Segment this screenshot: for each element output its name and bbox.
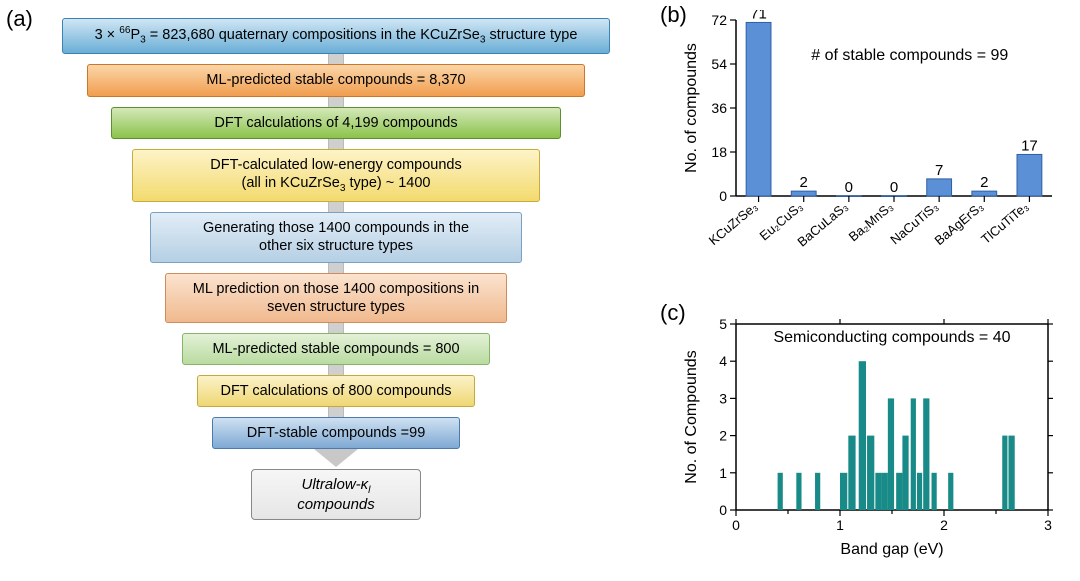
chart-c-bar: [896, 473, 902, 510]
funnel-step-2: ML-predicted stable compounds = 8,370: [87, 64, 585, 96]
funnel-connector: [328, 263, 344, 273]
funnel-connector: [328, 323, 344, 333]
svg-text:0: 0: [732, 517, 740, 533]
chart-c-bar: [882, 473, 888, 510]
funnel-final-box: Ultralow-κlcompounds: [251, 469, 421, 520]
svg-text:BaAgErS₃: BaAgErS₃: [932, 199, 987, 248]
svg-text:18: 18: [711, 144, 727, 160]
chart-c-bar: [796, 473, 801, 510]
svg-text:TlCuTiTe₃: TlCuTiTe₃: [978, 199, 1031, 247]
chart-c-bar: [902, 436, 908, 510]
chart-c-bar: [1002, 436, 1007, 510]
chart-b-bar: [746, 22, 771, 196]
svg-text:2: 2: [980, 174, 988, 191]
funnel-connector: [314, 449, 358, 467]
chart-c-bar: [840, 473, 847, 510]
funnel-connector: [328, 54, 344, 64]
funnel-diagram: 3 × 66P3 = 823,680 quaternary compositio…: [36, 18, 636, 520]
funnel-step-7: ML-predicted stable compounds = 800: [182, 333, 490, 365]
chart-c-bar: [859, 361, 866, 510]
svg-text:1: 1: [836, 517, 844, 533]
chart-b-bar: [972, 191, 997, 196]
svg-text:3: 3: [719, 390, 727, 406]
panel-a-label: (a): [6, 6, 33, 32]
chart-c-bar: [923, 398, 929, 510]
svg-text:0: 0: [890, 179, 898, 196]
svg-text:2: 2: [800, 174, 808, 191]
funnel-step-5: Generating those 1400 compounds in theot…: [150, 212, 522, 262]
svg-text:36: 36: [711, 100, 727, 116]
svg-text:54: 54: [711, 56, 727, 72]
svg-text:2: 2: [719, 428, 727, 444]
chart-c-bar: [917, 473, 922, 510]
svg-text:2: 2: [940, 517, 948, 533]
svg-text:0: 0: [845, 179, 853, 196]
bar-chart-stable-compounds: 018365472No. of compounds71KCuZrSe₃2Eu₂C…: [680, 10, 1060, 270]
svg-text:NaCuTiS₃: NaCuTiS₃: [887, 199, 941, 247]
svg-text:4: 4: [719, 353, 727, 369]
chart-c-bar: [778, 473, 783, 510]
svg-text:7: 7: [935, 162, 943, 179]
funnel-connector: [328, 365, 344, 375]
chart-c-bar: [888, 398, 894, 510]
chart-b-bar: [791, 191, 816, 196]
funnel-step-1: 3 × 66P3 = 823,680 quaternary compositio…: [62, 18, 610, 54]
histogram-band-gap: 0 1 2 3 4 5 0 1 2 3 Band gap (eV) No. of Compounds S…: [680, 310, 1060, 560]
funnel-step-9: DFT-stable compounds =99: [212, 417, 460, 449]
svg-text:BaCuLaS₃: BaCuLaS₃: [794, 199, 850, 250]
chart-c-bar: [867, 436, 874, 510]
svg-text:KCuZrSe₃: KCuZrSe₃: [706, 199, 761, 248]
chart-b-bar: [927, 179, 952, 196]
svg-text:1: 1: [719, 465, 727, 481]
svg-text:71: 71: [750, 10, 767, 22]
svg-text:Band gap (eV): Band gap (eV): [840, 541, 943, 558]
funnel-step-3: DFT calculations of 4,199 compounds: [111, 107, 561, 139]
chart-c-bar: [848, 436, 855, 510]
funnel-connector: [328, 139, 344, 149]
svg-text:0: 0: [719, 188, 727, 204]
chart-c-bar: [1008, 436, 1014, 510]
funnel-step-4: DFT-calculated low-energy compounds(all …: [132, 149, 540, 203]
chart-c-bar: [948, 473, 953, 510]
chart-b-annotation: # of stable compounds = 99: [811, 47, 1008, 64]
chart-c-bar: [875, 473, 881, 510]
svg-text:3: 3: [1044, 517, 1052, 533]
svg-text:No. of Compounds: No. of Compounds: [683, 350, 700, 483]
svg-text:5: 5: [719, 316, 727, 332]
funnel-step-6: ML prediction on those 1400 compositions…: [165, 273, 507, 323]
funnel-step-8: DFT calculations of 800 compounds: [197, 375, 475, 407]
chart-b-bar: [1017, 154, 1042, 196]
svg-text:17: 17: [1021, 137, 1038, 154]
chart-c-bar: [815, 473, 820, 510]
funnel-connector: [328, 407, 344, 417]
funnel-connector: [328, 202, 344, 212]
chart-c-annotation: Semiconducting compounds = 40: [773, 329, 1010, 346]
chart-c-bar: [932, 473, 937, 510]
funnel-connector: [328, 97, 344, 107]
svg-text:72: 72: [711, 12, 727, 28]
chart-b-ylabel: No. of compounds: [683, 43, 700, 173]
svg-text:0: 0: [719, 502, 727, 518]
chart-c-bar: [911, 398, 916, 510]
